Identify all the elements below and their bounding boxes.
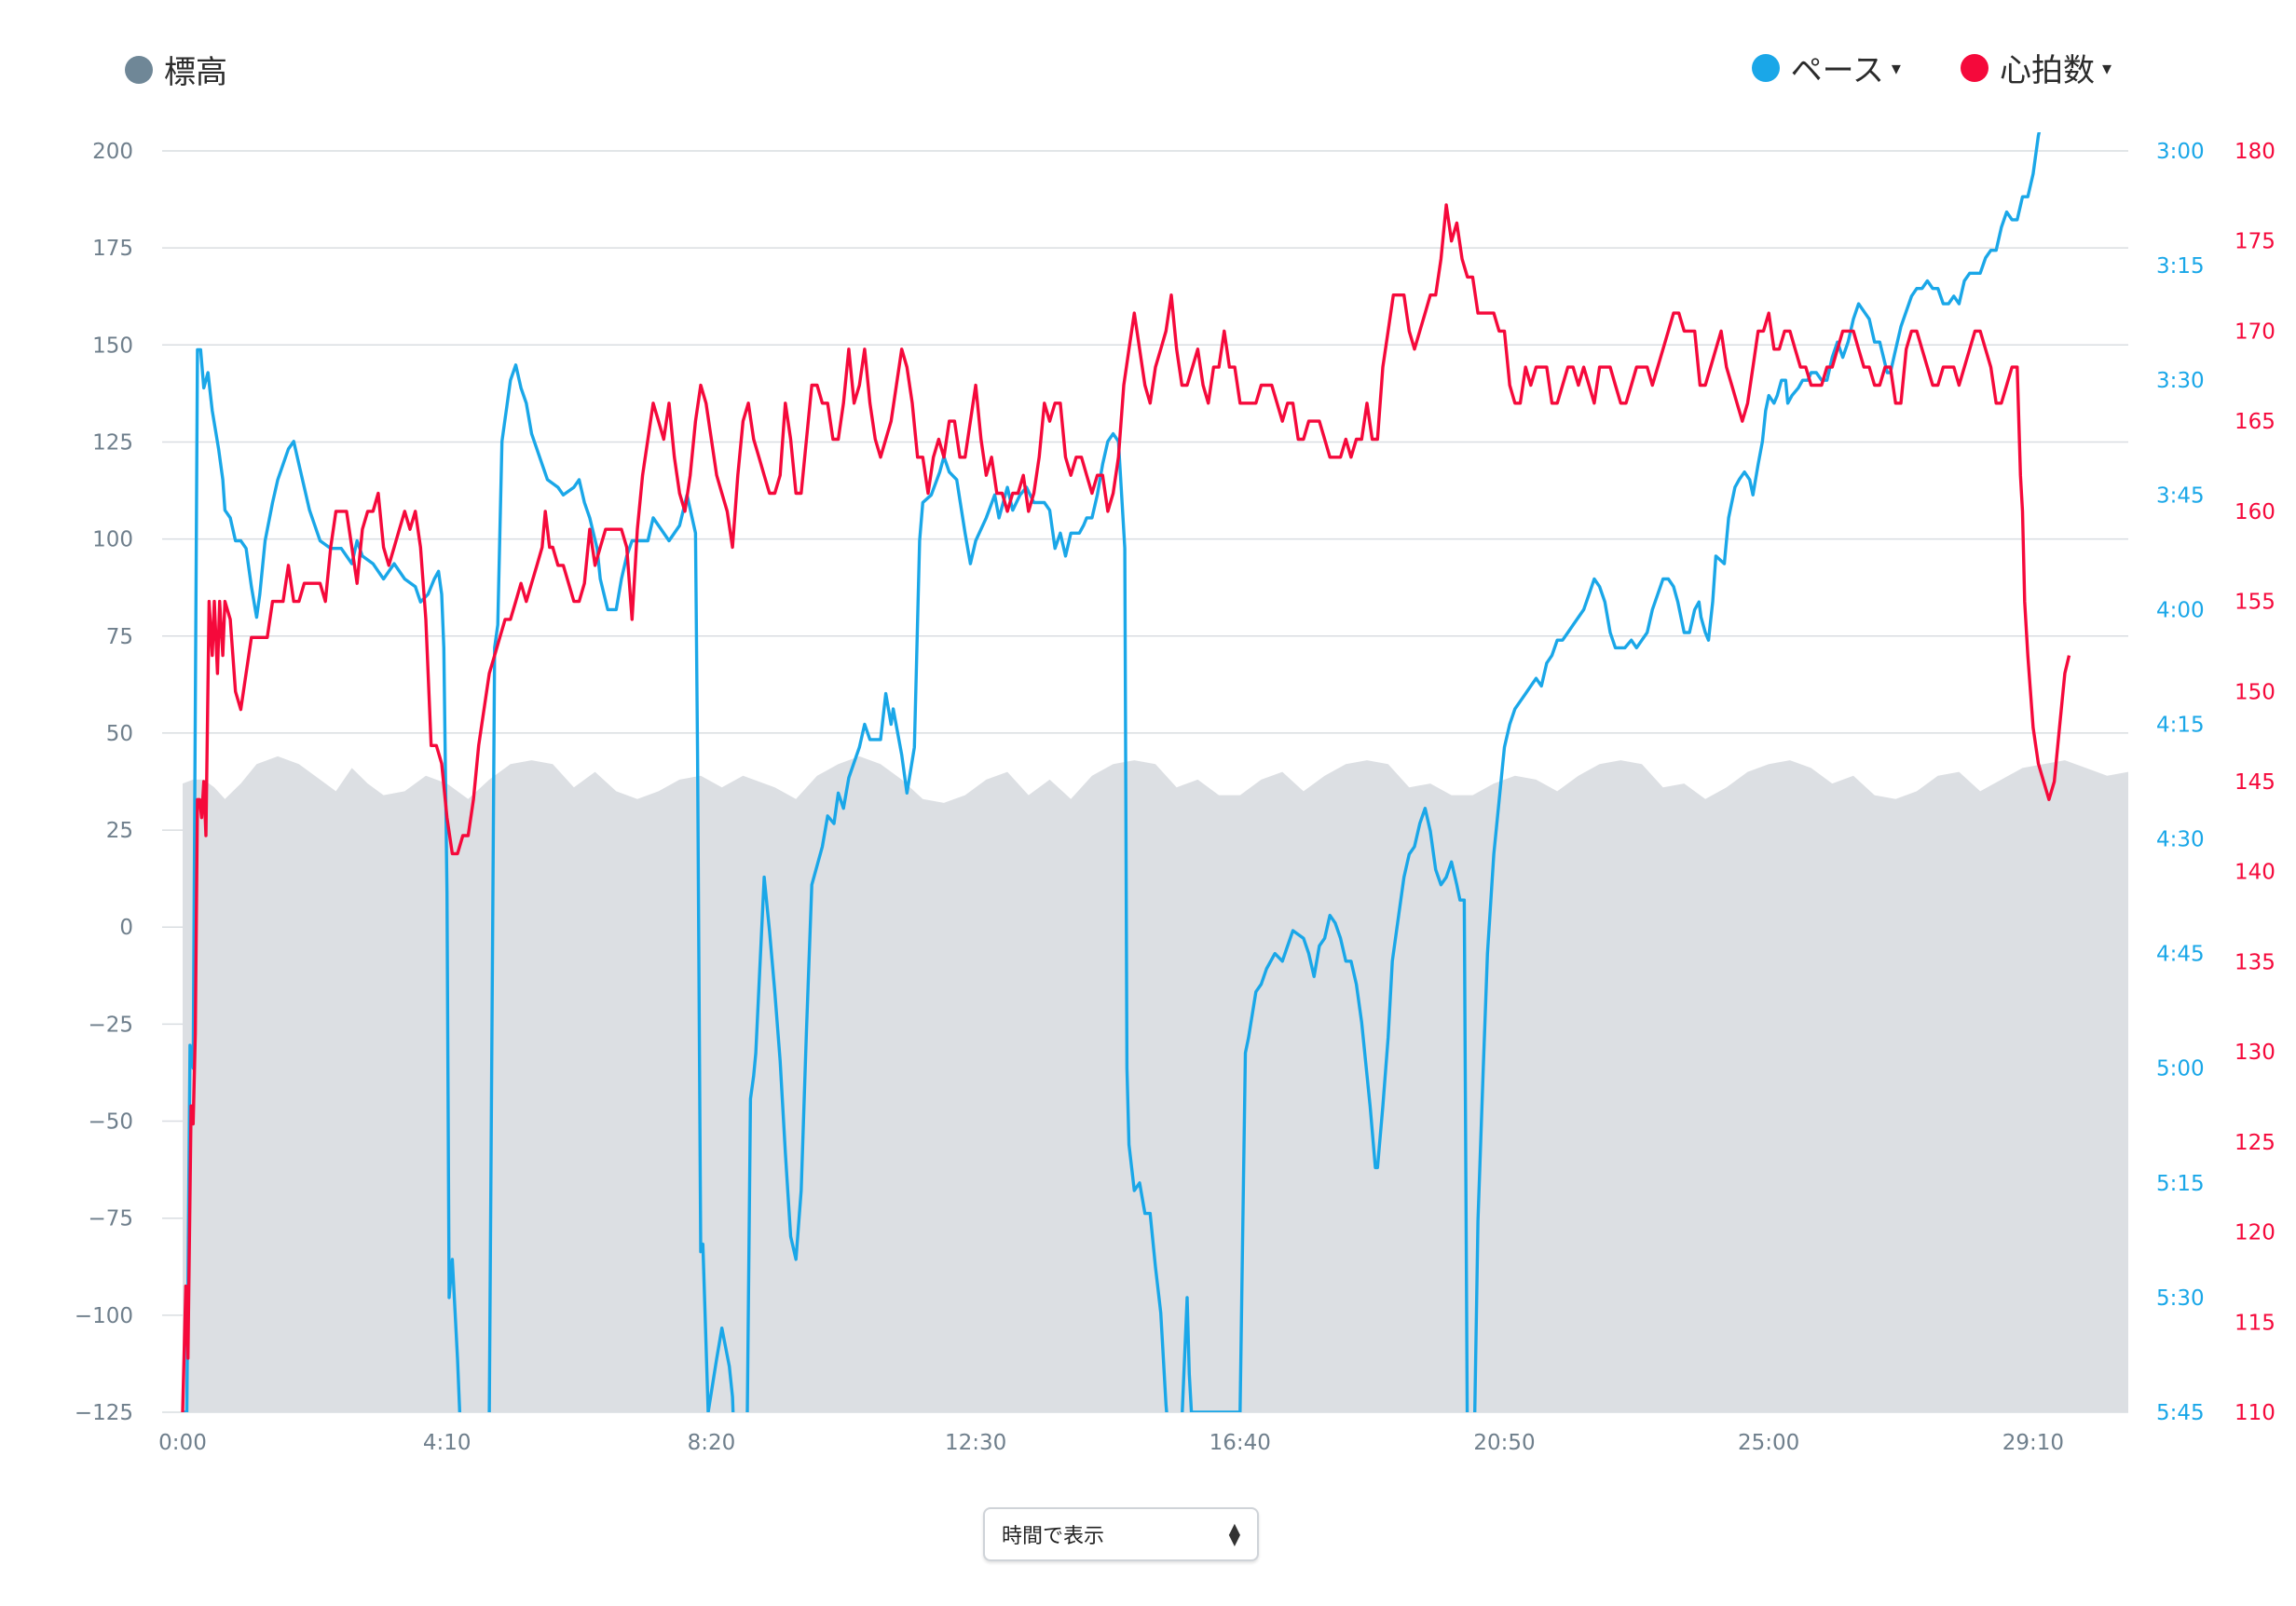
pace-legend-label: ペース — [1790, 52, 1884, 89]
heart-rate-line — [181, 203, 2071, 1412]
elevation-tick-label: 0 — [119, 916, 133, 940]
legend-right-group: ペース ▾ 心拍数 ▾ — [1751, 45, 2112, 90]
heart-rate-tick-label: 150 — [2234, 680, 2276, 704]
pace-tick-label: 4:45 — [2156, 943, 2205, 967]
pace-tick-label: 5:45 — [2156, 1401, 2205, 1425]
heart-rate-tick-label: 130 — [2234, 1041, 2276, 1065]
pace-legend-dot — [1751, 53, 1780, 82]
pace-tick-label: 4:15 — [2156, 713, 2205, 737]
time-tick-label: 12:30 — [945, 1431, 1006, 1455]
elevation-tick-label: 100 — [92, 528, 133, 552]
heart-rate-tick-label: 140 — [2234, 861, 2276, 885]
elevation-legend-dot — [125, 55, 153, 84]
pace-dropdown-caret-icon[interactable]: ▾ — [1891, 56, 1901, 79]
legend-elevation[interactable]: 標高 — [125, 47, 227, 92]
elevation-tick-label: −125 — [75, 1401, 133, 1425]
pace-tick-label: 3:45 — [2156, 483, 2205, 508]
time-tick-label: 4:10 — [423, 1431, 472, 1455]
heart-rate-tick-label: 120 — [2234, 1221, 2276, 1245]
time-tick-label: 29:10 — [2002, 1431, 2064, 1455]
heart-rate-tick-label: 165 — [2234, 410, 2276, 434]
heart-rate-tick-label: 110 — [2234, 1401, 2276, 1425]
elevation-tick-label: 50 — [106, 722, 133, 746]
up-down-arrows-icon: ▲ ▼ — [1228, 1519, 1240, 1548]
heart-rate-legend-dot — [1960, 53, 1988, 82]
legend-pace-toggle[interactable]: ペース ▾ — [1751, 45, 1901, 90]
pace-tick-label: 5:30 — [2156, 1286, 2205, 1311]
heart-rate-dropdown-caret-icon[interactable]: ▾ — [2101, 56, 2112, 79]
elevation-tick-label: 175 — [92, 237, 133, 261]
heart-rate-tick-label: 145 — [2234, 770, 2276, 795]
elevation-tick-label: −75 — [88, 1207, 133, 1232]
time-tick-label: 25:00 — [1738, 1431, 1799, 1455]
elevation-tick-label: −100 — [75, 1304, 133, 1328]
pace-line — [183, 132, 2042, 1412]
pace-tick-label: 5:00 — [2156, 1057, 2205, 1082]
heart-rate-tick-label: 125 — [2234, 1131, 2276, 1155]
elevation-tick-label: 125 — [92, 430, 133, 455]
pace-tick-label: 3:15 — [2156, 254, 2205, 279]
pace-tick-label: 3:00 — [2156, 140, 2205, 164]
time-tick-label: 20:50 — [1473, 1431, 1535, 1455]
pace-tick-label: 4:00 — [2156, 598, 2205, 622]
plot-area — [181, 132, 2128, 1412]
elevation-tick-label: 25 — [106, 819, 133, 843]
elevation-legend-label: 標高 — [164, 54, 227, 91]
time-tick-label: 0:00 — [158, 1431, 207, 1455]
heart-rate-tick-label: 170 — [2234, 320, 2276, 344]
legend-heart-rate-toggle[interactable]: 心拍数 ▾ — [1960, 45, 2112, 90]
elevation-tick-label: 150 — [92, 333, 133, 358]
heart-rate-tick-label: 175 — [2234, 230, 2276, 254]
time-tick-label: 16:40 — [1210, 1431, 1271, 1455]
elevation-tick-label: −50 — [88, 1110, 133, 1135]
display-mode-select[interactable]: 時間で表示 ▲ ▼ — [983, 1507, 1259, 1561]
heart-rate-tick-label: 115 — [2234, 1311, 2276, 1335]
heart-rate-tick-label: 135 — [2234, 950, 2276, 974]
heart-rate-tick-label: 160 — [2234, 500, 2276, 524]
pace-tick-label: 4:30 — [2156, 828, 2205, 852]
elevation-tick-label: −25 — [88, 1013, 133, 1037]
pace-tick-label: 3:30 — [2156, 369, 2205, 393]
heart-rate-legend-label: 心拍数 — [1999, 52, 2095, 89]
pace-tick-label: 5:15 — [2156, 1172, 2205, 1196]
heart-rate-tick-label: 155 — [2234, 591, 2276, 615]
elevation-area — [183, 755, 2128, 1412]
display-mode-select-label: 時間で表示 — [1002, 1525, 1105, 1548]
elevation-tick-label: 200 — [92, 140, 133, 164]
time-tick-label: 8:20 — [688, 1431, 736, 1455]
heart-rate-tick-label: 180 — [2234, 140, 2276, 164]
elevation-tick-label: 75 — [106, 625, 133, 649]
